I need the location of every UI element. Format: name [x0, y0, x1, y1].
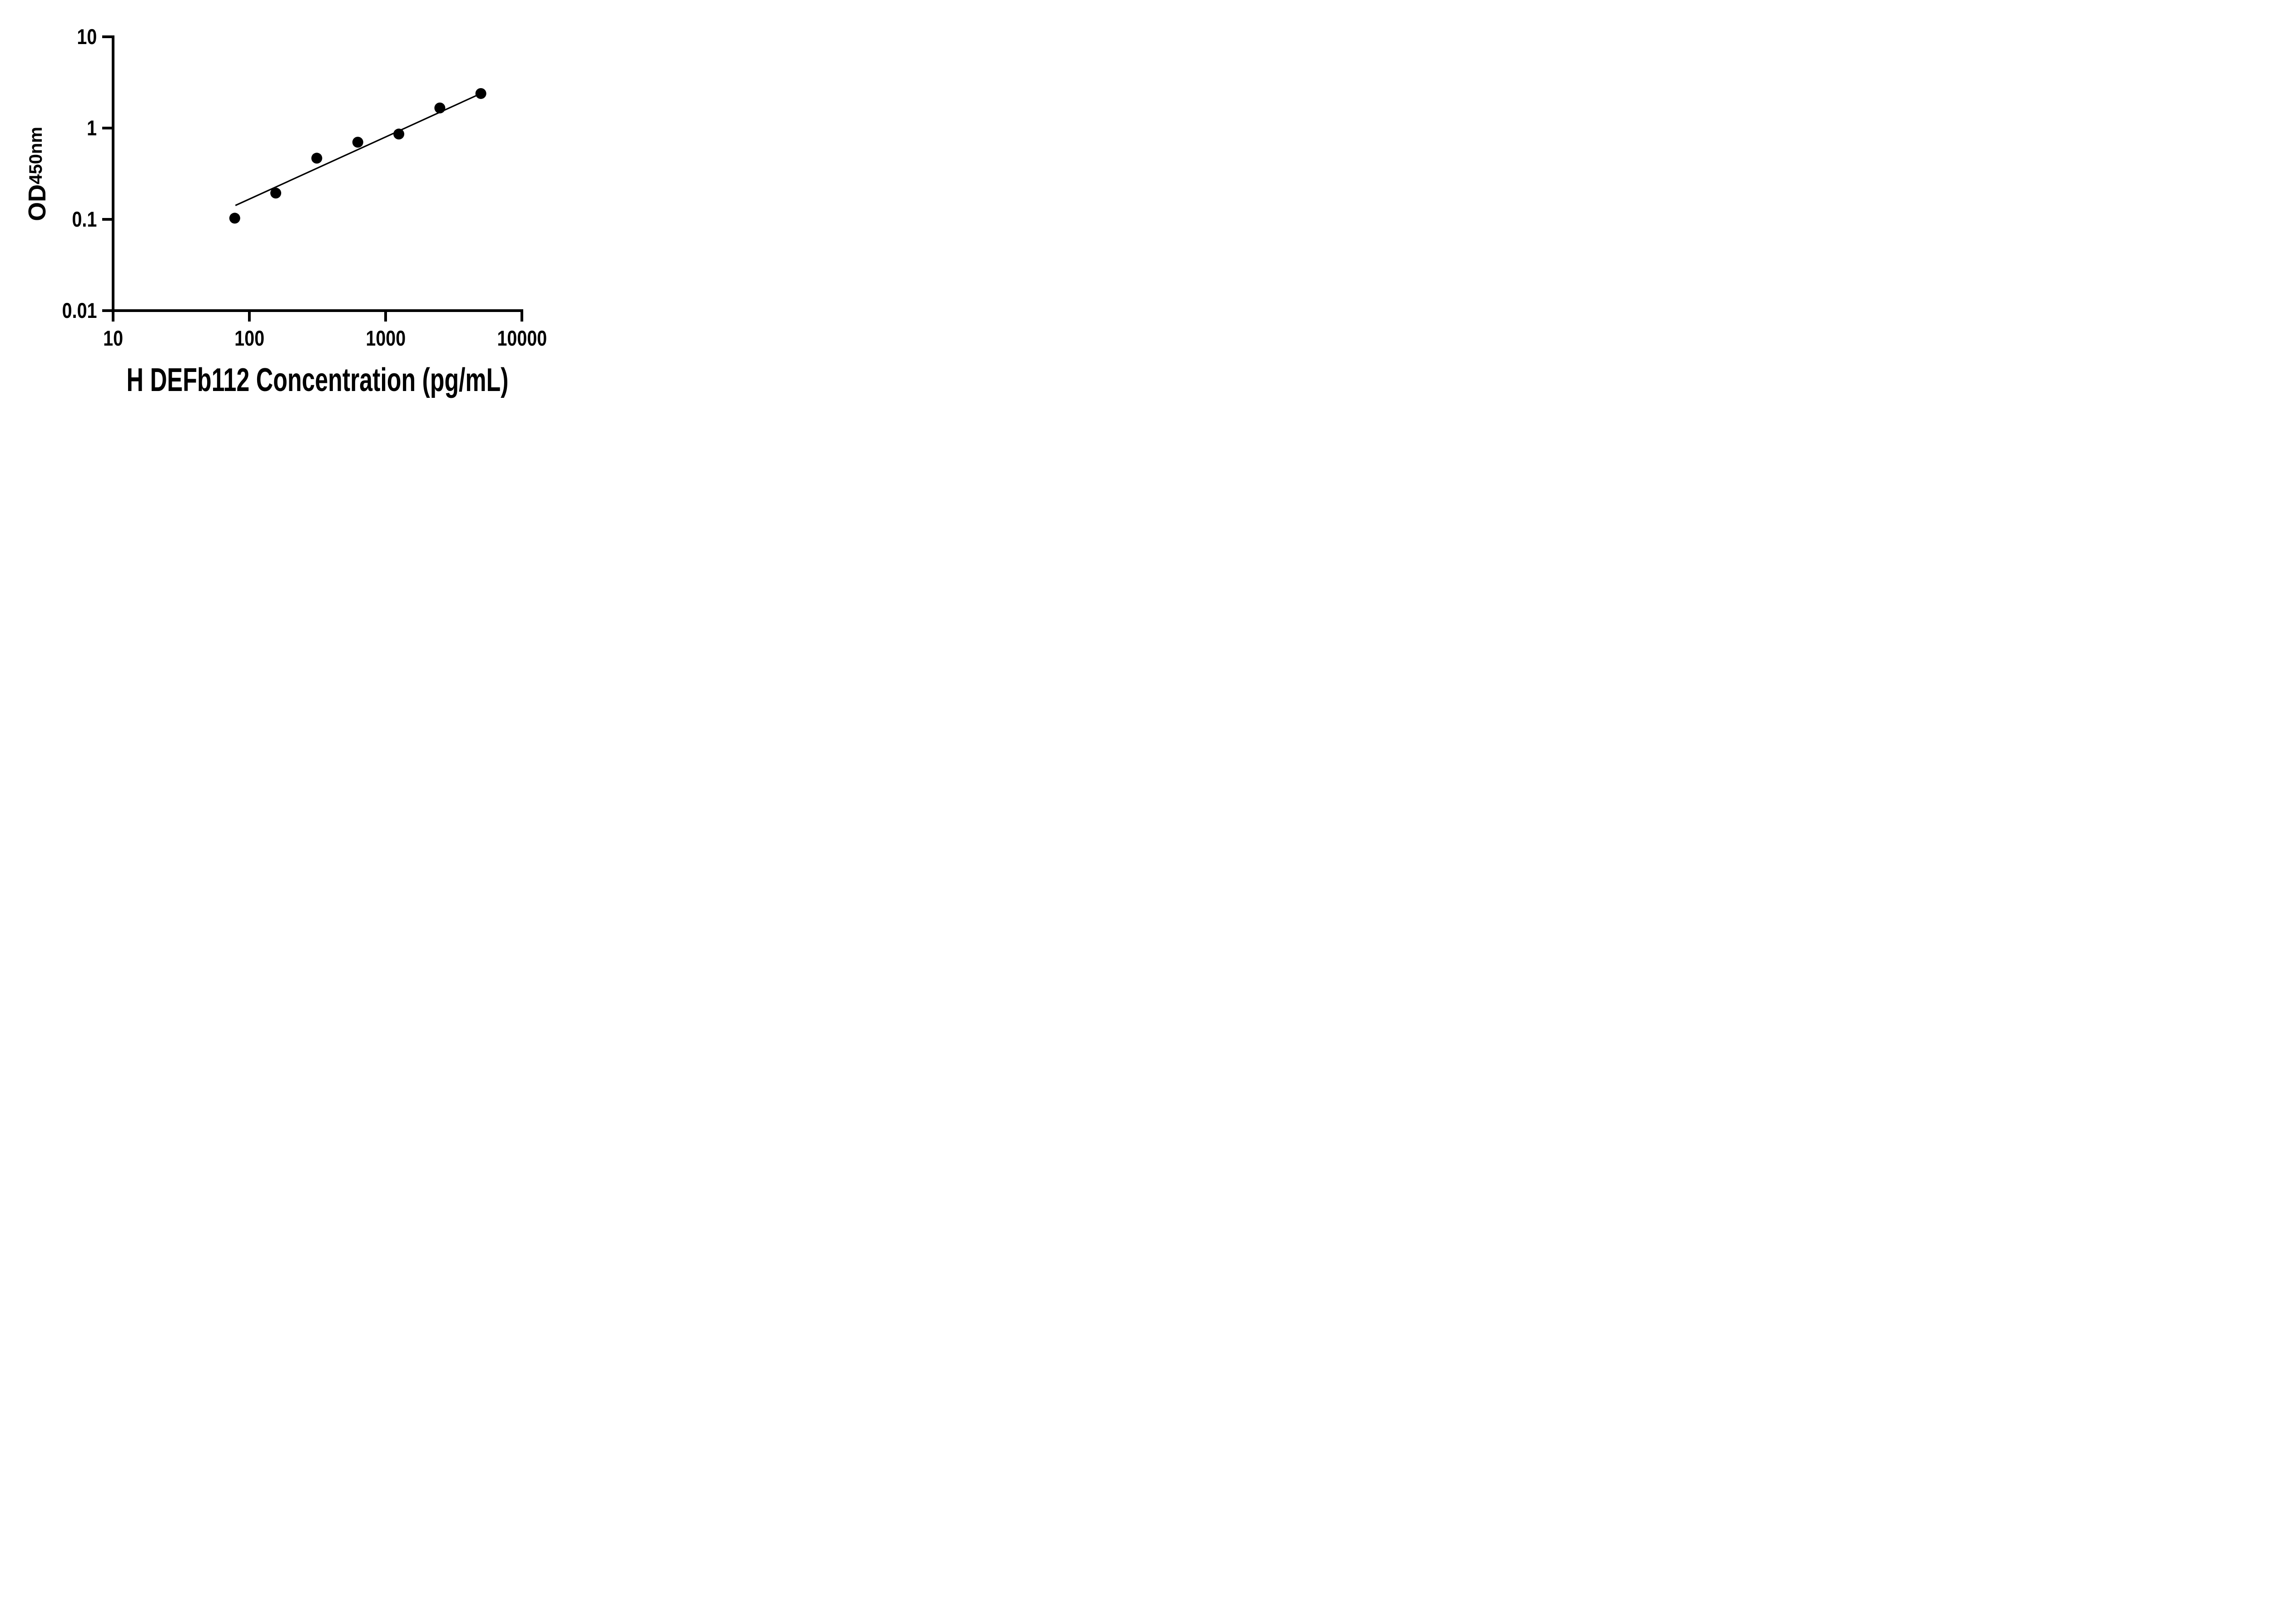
- y-axis-title-sub: 450nm: [26, 127, 46, 184]
- data-point: [434, 102, 446, 114]
- chart-figure: 10 1 0.1 0.01 10 100 1000 10000 H DEFb112 Conc…: [0, 0, 587, 406]
- data-point: [352, 137, 363, 148]
- y-axis-title: OD450nm: [21, 56, 51, 292]
- x-tick-label: 10000: [497, 326, 547, 350]
- data-point: [475, 88, 486, 99]
- axes: [102, 35, 523, 322]
- data-point: [270, 188, 282, 199]
- y-axis-tick: [102, 309, 112, 312]
- x-axis-title: H DEFb112 Concentration (pg/mL): [113, 362, 522, 398]
- data-point: [229, 213, 240, 224]
- x-axis-tick: [384, 312, 387, 322]
- x-axis-tick: [521, 312, 523, 322]
- data-point: [393, 129, 405, 140]
- y-tick-label: 10: [77, 25, 97, 49]
- y-axis-tick: [102, 35, 112, 38]
- y-tick-label: 0.1: [72, 207, 97, 231]
- y-axis-title-main: OD: [24, 184, 51, 221]
- x-tick-label: 1000: [366, 326, 406, 350]
- x-axis-tick: [112, 312, 114, 322]
- x-axis-line: [112, 309, 523, 312]
- x-axis-title-text: H DEFb112 Concentration (pg/mL): [126, 362, 509, 398]
- y-tick-label: 0.01: [62, 298, 97, 322]
- plot-svg: [102, 35, 523, 322]
- data-point: [311, 153, 322, 164]
- y-axis-tick: [102, 127, 112, 129]
- y-axis-line: [112, 35, 114, 312]
- data-points-group: [229, 88, 486, 224]
- x-tick-label: 100: [234, 326, 264, 350]
- x-axis-tick: [248, 312, 251, 322]
- y-axis-tick: [102, 218, 112, 221]
- x-tick-label: 10: [103, 326, 123, 350]
- y-tick-label: 1: [87, 116, 97, 140]
